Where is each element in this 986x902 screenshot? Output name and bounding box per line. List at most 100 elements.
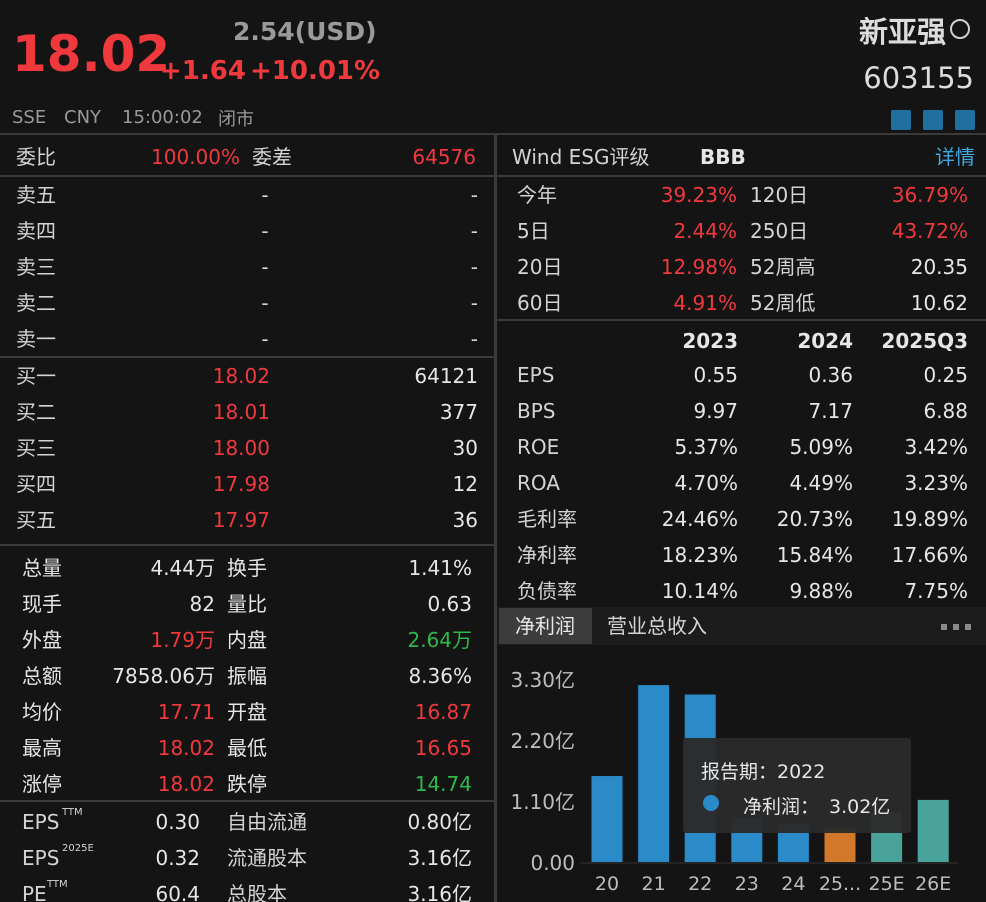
tab-active[interactable]	[499, 608, 592, 644]
bid-price: 18.00	[212, 436, 270, 460]
ask-price: -	[261, 291, 269, 315]
exchange: SSE	[12, 107, 47, 128]
stat-label: 量比	[227, 592, 267, 616]
bid-level: 买四	[16, 472, 56, 496]
more-dot[interactable]	[941, 624, 947, 630]
add-button[interactable]	[955, 110, 975, 130]
price-change: +1.64	[160, 56, 246, 86]
valuation-label: EPS	[22, 810, 60, 834]
valuation-label-sup: 2025E	[62, 843, 94, 854]
valuation-value: 60.4	[155, 882, 200, 902]
fin-value: 3.42%	[904, 435, 968, 459]
y-tick-label: 0.00	[530, 851, 575, 875]
perf-label: 120日	[750, 183, 809, 207]
x-tick-label: 25E	[869, 873, 905, 895]
valuation-value: 0.80亿	[407, 810, 472, 834]
valuation-label-sup: TTM	[47, 879, 68, 890]
stat-label: 现手	[22, 592, 62, 616]
fin-value: 20.73%	[776, 507, 853, 531]
perf-value: 20.35	[910, 255, 968, 279]
fin-value: 9.88%	[789, 579, 853, 603]
perf-value: 2.44%	[673, 219, 737, 243]
fin-label: BPS	[517, 399, 556, 423]
value: 100.00%	[151, 145, 240, 169]
fin-value: 19.89%	[891, 507, 968, 531]
ask-price: -	[261, 219, 269, 243]
stat-value: 4.44万	[150, 556, 215, 580]
bid-volume: 12	[452, 472, 478, 496]
perf-value: 36.79%	[891, 183, 968, 207]
x-tick-label: 21	[642, 873, 666, 895]
more-dot[interactable]	[965, 624, 971, 630]
divider	[0, 356, 494, 358]
fin-label: ROA	[517, 471, 560, 495]
stat-value: 14.74	[414, 772, 472, 796]
tooltip-value: 3.02亿	[829, 796, 890, 818]
stock-name: 新亚强	[858, 15, 946, 49]
stat-label: 外盘	[22, 628, 62, 652]
stat-value: 16.87	[414, 700, 472, 724]
fin-label: 净利率	[517, 543, 577, 567]
fin-value: 24.46%	[661, 507, 738, 531]
fin-column: 2023	[682, 329, 738, 353]
ask-volume: -	[470, 183, 478, 207]
valuation-value: 0.32	[155, 846, 200, 870]
alert-button[interactable]	[923, 110, 943, 130]
valuation-label: PE	[22, 882, 47, 902]
info-icon[interactable]	[950, 19, 970, 39]
perf-value: 12.98%	[660, 255, 737, 279]
divider	[0, 544, 494, 546]
edit-button[interactable]	[891, 110, 911, 130]
fin-value: 0.55	[693, 363, 738, 387]
fin-value: 4.70%	[674, 471, 738, 495]
bid-level: 买五	[16, 508, 56, 532]
tab[interactable]: 净利润	[515, 614, 575, 638]
perf-value: 39.23%	[660, 183, 737, 207]
divider	[0, 175, 494, 177]
tab[interactable]: 营业总收入	[607, 614, 707, 638]
stat-value: 18.02	[157, 736, 215, 760]
valuation-value: 0.30	[155, 810, 200, 834]
esg-rating: BBB	[700, 145, 746, 169]
x-tick-label: 23	[735, 873, 759, 895]
bar	[917, 799, 949, 862]
ask-volume: -	[470, 219, 478, 243]
value: 64576	[412, 145, 476, 169]
ask-volume: -	[470, 327, 478, 351]
valuation-value: 3.16亿	[407, 846, 472, 870]
stat-label: 振幅	[227, 664, 267, 688]
x-tick-label: 25...	[819, 873, 861, 895]
fin-column: 2025Q3	[881, 329, 968, 353]
perf-label: 52周高	[750, 255, 816, 279]
x-tick-label: 24	[781, 873, 805, 895]
currency: CNY	[64, 107, 102, 128]
perf-label: 250日	[750, 219, 809, 243]
ask-price: -	[261, 183, 269, 207]
fin-value: 7.75%	[904, 579, 968, 603]
fin-label: ROE	[517, 435, 560, 459]
tooltip-period: 报告期：2022	[701, 761, 825, 783]
x-tick-label: 20	[595, 873, 619, 895]
stat-value: 1.41%	[408, 556, 472, 580]
ask-level: 卖四	[16, 219, 56, 243]
y-tick-label: 2.20亿	[510, 729, 575, 753]
fin-value: 15.84%	[776, 543, 853, 567]
valuation-label: 流通股本	[227, 846, 307, 870]
more-dot[interactable]	[953, 624, 959, 630]
ask-level: 卖一	[16, 327, 56, 351]
bar	[824, 828, 856, 862]
ask-price: -	[261, 255, 269, 279]
stat-label: 最低	[227, 736, 267, 760]
divider	[497, 175, 986, 177]
fin-value: 0.25	[923, 363, 968, 387]
fin-label: 负债率	[517, 579, 577, 603]
esg-detail-link[interactable]: 详情	[935, 145, 975, 169]
fin-label: 毛利率	[517, 507, 577, 531]
divider	[0, 133, 986, 135]
x-tick-label: 26E	[915, 873, 951, 895]
valuation-value: 3.16亿	[407, 882, 472, 902]
stat-label: 开盘	[227, 700, 267, 724]
ask-price: -	[261, 327, 269, 351]
